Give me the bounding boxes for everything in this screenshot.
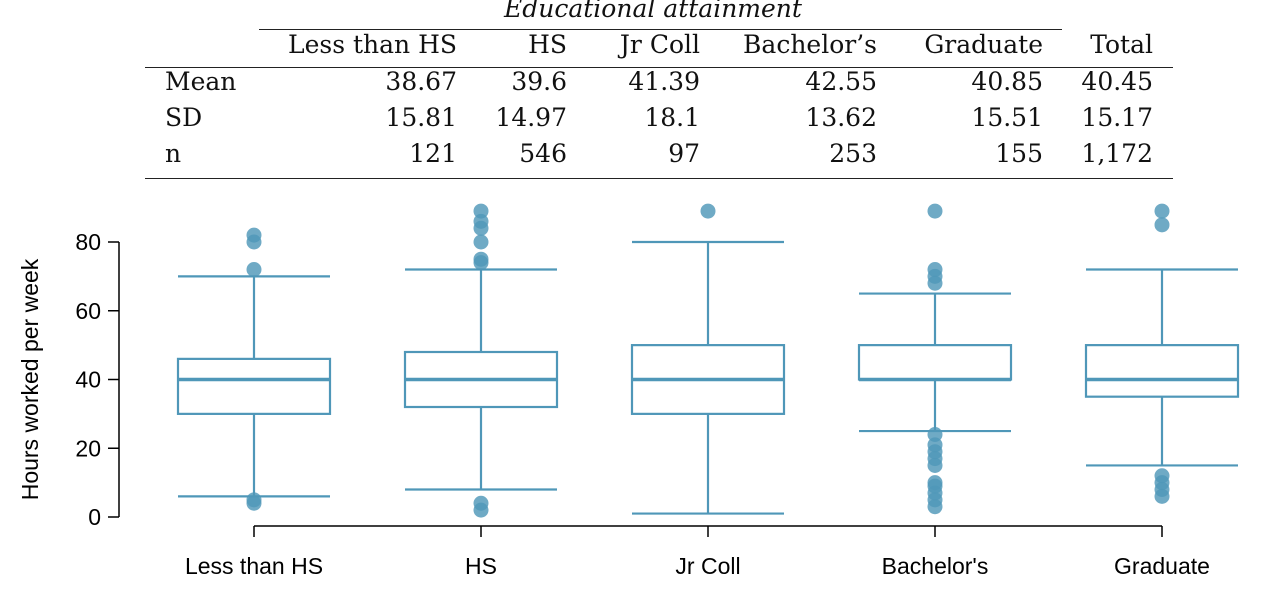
boxplot-series: [176, 203, 1240, 518]
y-axis: 0 20 40 60 80: [75, 229, 120, 530]
x-tick-label: Jr Coll: [675, 553, 740, 579]
outlier-point: [1154, 203, 1170, 219]
table-cell: 40.85: [971, 67, 1043, 96]
table-cell: 15.81: [385, 103, 457, 132]
outlier-point: [473, 495, 489, 511]
box-group: [857, 203, 1013, 515]
table-cell: 41.39: [628, 67, 700, 96]
outlier-point: [700, 203, 716, 219]
table-cell: 18.1: [644, 103, 700, 132]
outlier-point: [927, 437, 943, 453]
y-tick-label: 60: [75, 298, 101, 324]
table-cell: 13.62: [805, 103, 877, 132]
y-tick-label: 80: [75, 229, 101, 255]
table-cell: 40.45: [1081, 67, 1153, 96]
box-group: [630, 203, 786, 515]
outlier-point: [927, 427, 943, 442]
x-tick-label: Bachelor's: [882, 553, 989, 579]
table-cell: 97: [668, 139, 700, 168]
table-cell: 253: [829, 139, 877, 168]
summary-stats-table: Educational attainment Less than HS HS Jr …: [0, 0, 1284, 190]
table-cell: 1,172: [1081, 139, 1153, 168]
table-cell: 38.67: [385, 67, 457, 96]
table-header-rule: [145, 67, 1173, 68]
y-tick-label: 40: [75, 367, 101, 393]
table-cell: 155: [995, 139, 1043, 168]
table-row-label: Mean: [165, 67, 237, 96]
iqr-box: [176, 357, 332, 415]
table-cell: 121: [409, 139, 457, 168]
table-cell: 15.51: [971, 103, 1043, 132]
box-group: [403, 203, 559, 518]
y-axis-title: Hours worked per week: [17, 258, 43, 500]
y-tick-label: 20: [75, 435, 101, 461]
table-spanner-title: Educational attainment: [504, 0, 802, 23]
x-tick-label: Graduate: [1114, 553, 1210, 579]
x-tick-label: HS: [465, 553, 497, 579]
table-col-header: Graduate: [924, 30, 1043, 59]
outlier-point: [473, 251, 489, 267]
table-cell: 546: [519, 139, 567, 168]
box-group: [176, 227, 332, 511]
table-col-header: Jr Coll: [619, 30, 700, 59]
table-spanner-rule: [259, 29, 1062, 30]
outlier-point: [473, 203, 489, 219]
outlier-point: [1154, 468, 1170, 484]
outlier-point: [246, 492, 262, 508]
outlier-point: [246, 227, 262, 243]
table-col-header: Less than HS: [287, 30, 457, 59]
table-row-label: SD: [165, 103, 203, 132]
y-tick-label: 0: [88, 504, 101, 530]
outlier-point: [927, 262, 943, 277]
outlier-point: [927, 475, 943, 491]
table-bottom-rule: [145, 178, 1173, 179]
outlier-point: [246, 262, 262, 277]
outlier-point: [473, 234, 489, 250]
table-row-label: n: [165, 139, 182, 168]
outlier-point: [1154, 217, 1170, 233]
table-col-header: HS: [528, 30, 567, 59]
iqr-box: [857, 344, 1013, 381]
iqr-box: [1084, 344, 1240, 398]
outlier-point: [927, 203, 943, 219]
table-cell: 42.55: [805, 67, 877, 96]
table-cell: 14.97: [495, 103, 567, 132]
table-col-header: Bachelor’s: [743, 30, 877, 59]
x-axis: Less than HS HS Jr Coll Bachelor's Graduate: [185, 525, 1210, 579]
boxplot-chart: 0 20 40 60 80 Less than HS HS Jr Coll Bachelor'…: [17, 203, 1240, 579]
outlier-point: [473, 213, 489, 229]
box-group: [1084, 203, 1240, 504]
x-tick-label: Less than HS: [185, 553, 323, 579]
table-col-header: Total: [1090, 30, 1153, 59]
table-cell: 39.6: [511, 67, 567, 96]
table-cell: 15.17: [1081, 103, 1153, 132]
